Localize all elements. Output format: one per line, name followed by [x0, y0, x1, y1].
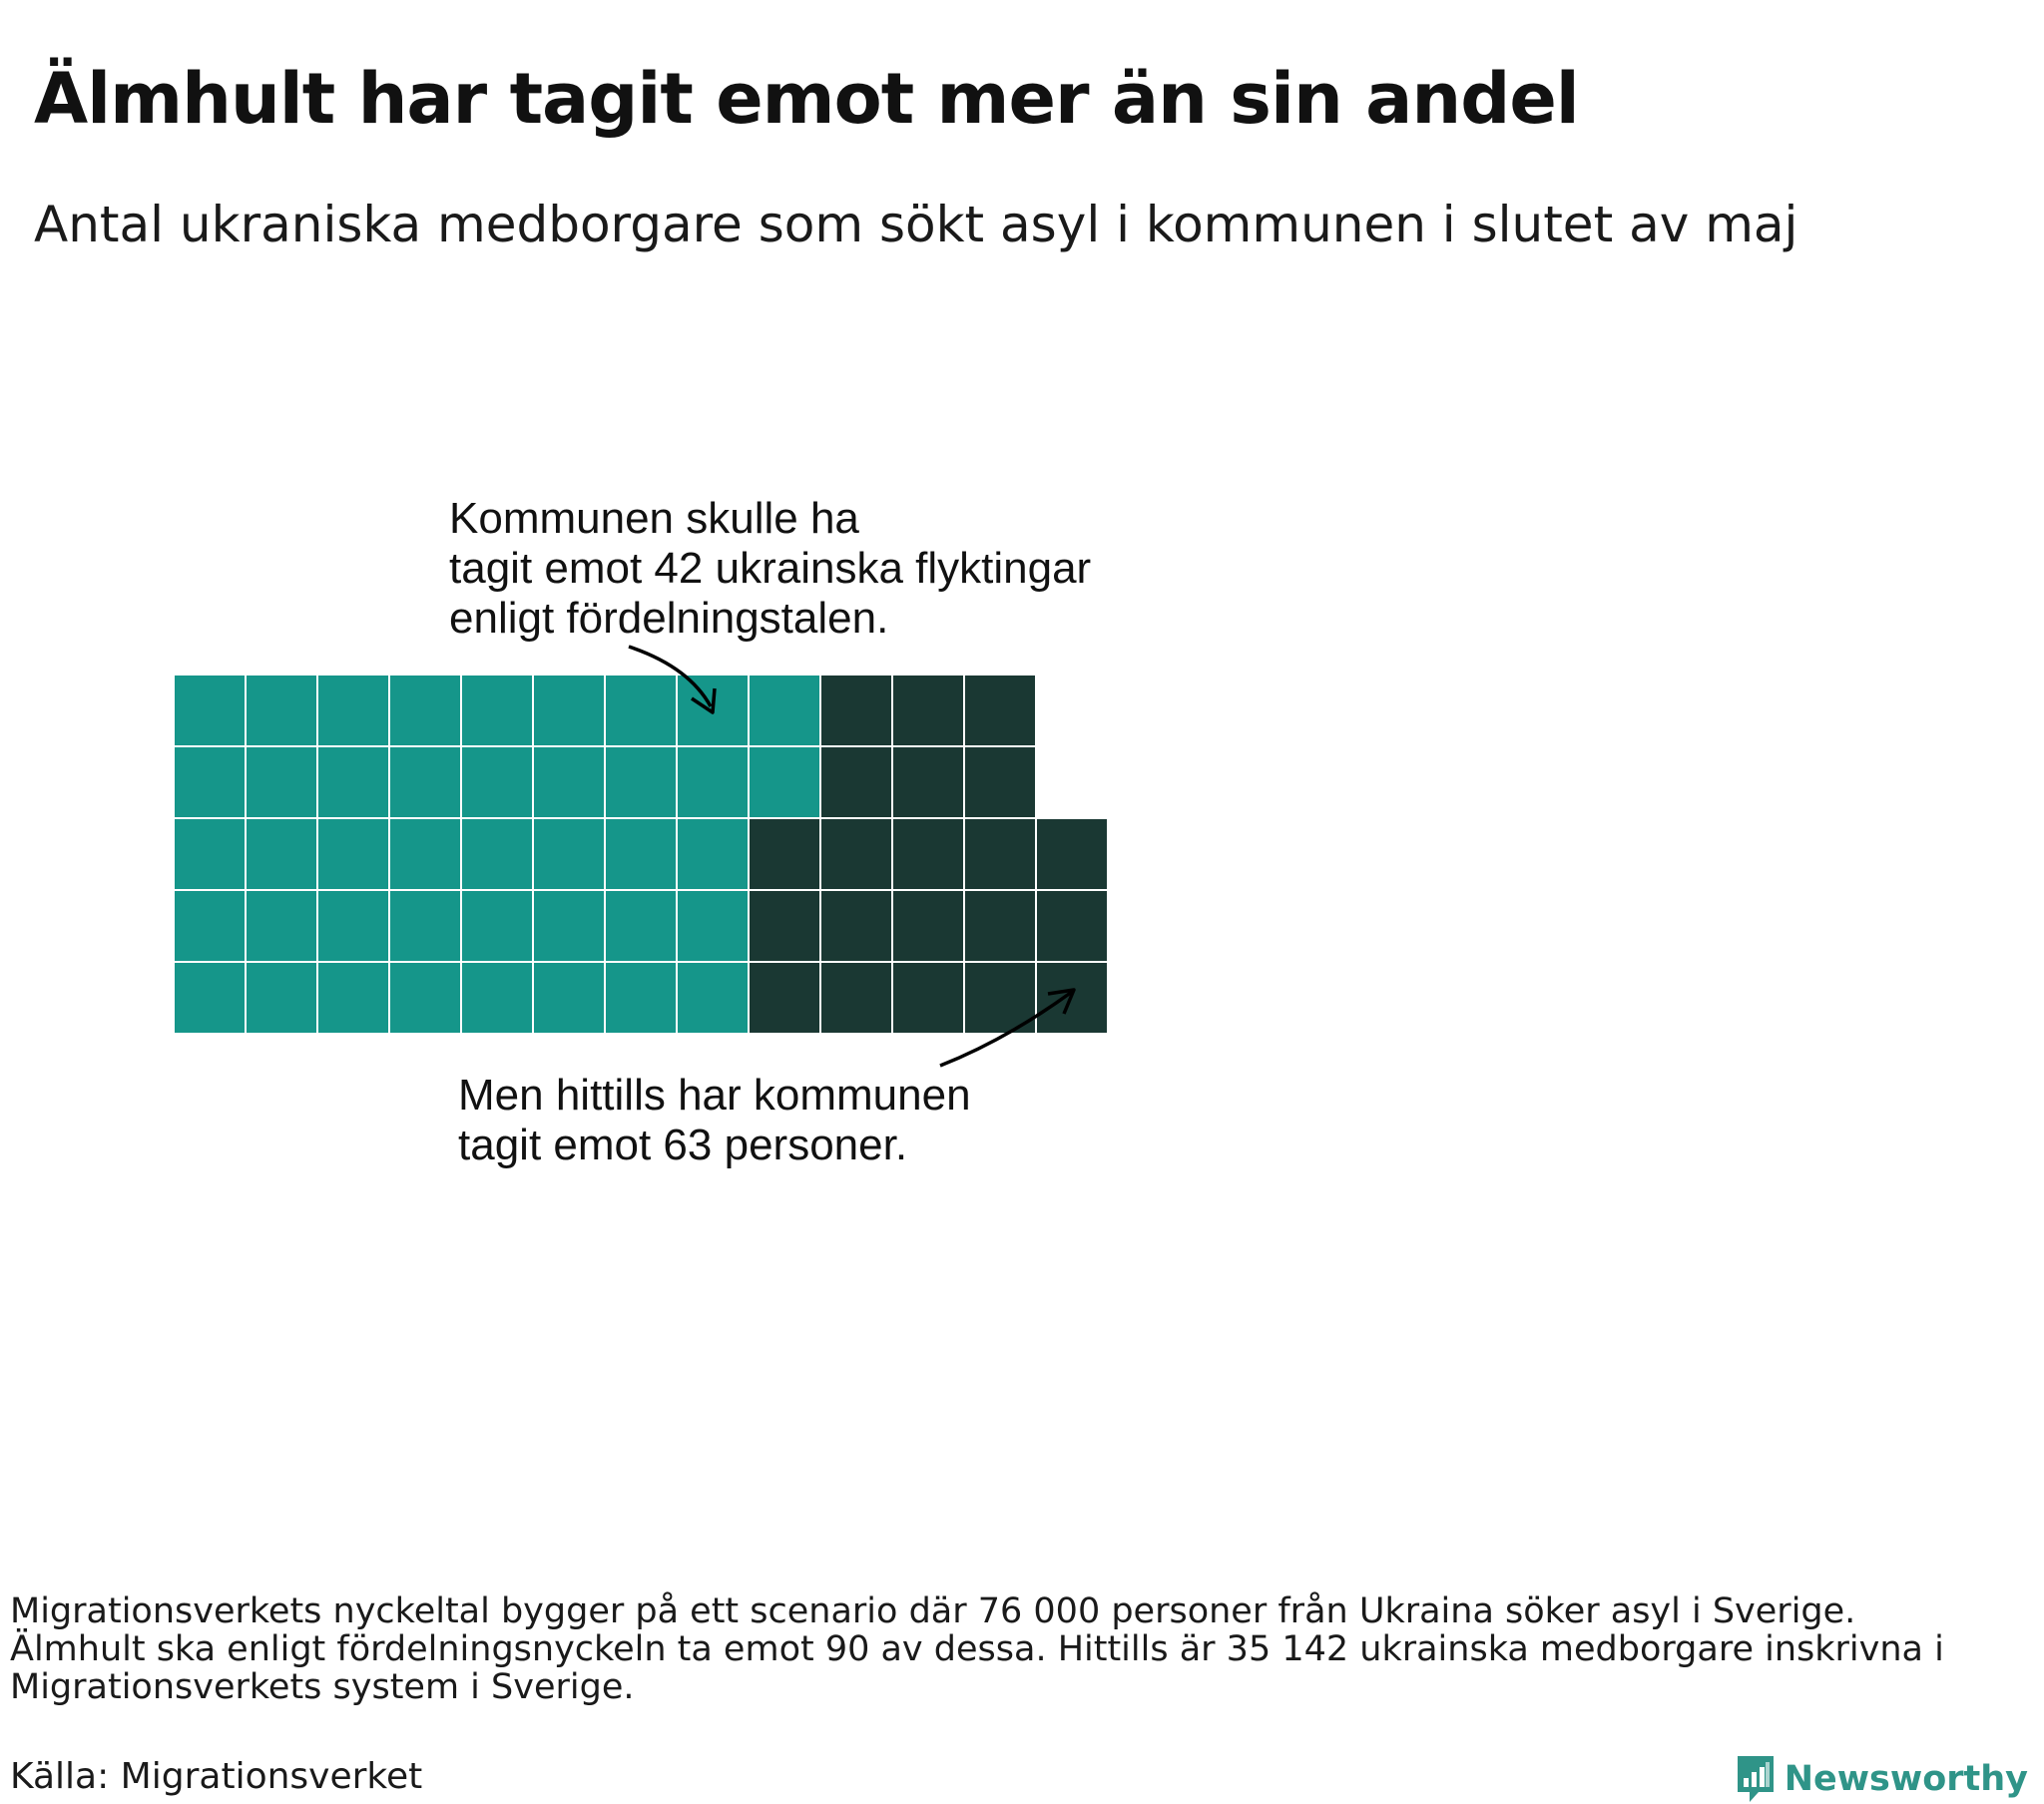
waffle-cell-expected — [532, 817, 606, 891]
newsworthy-logo-icon — [1737, 1756, 1774, 1802]
waffle-cell-actual — [963, 745, 1037, 819]
waffle-cell-expected — [676, 745, 750, 819]
annotation-expected-arrowhead — [691, 687, 717, 714]
annotation-expected-line: enligt fördelningstalen. — [449, 594, 888, 643]
waffle-cell-actual — [891, 745, 965, 819]
footnote-line: Migrationsverkets system i Sverige. — [10, 1667, 635, 1707]
waffle-cell-actual — [819, 889, 893, 963]
waffle-cell-expected — [460, 674, 534, 747]
waffle-cell-expected — [173, 674, 247, 747]
waffle-cell-expected — [532, 745, 606, 819]
annotation-actual-arrow — [939, 990, 1074, 1068]
waffle-cell-expected — [460, 889, 534, 963]
waffle-cell-expected — [245, 961, 318, 1035]
waffle-cell-actual — [1035, 817, 1109, 891]
brand-name: Newsworthy — [1784, 1759, 2028, 1799]
waffle-cell-expected — [388, 817, 462, 891]
waffle-cell-expected — [604, 961, 678, 1035]
waffle-cell-expected — [604, 745, 678, 819]
waffle-cell-expected — [676, 817, 750, 891]
waffle-cell-expected — [748, 745, 821, 819]
annotation-expected-line: Kommunen skulle ha — [449, 494, 859, 543]
waffle-cell-actual — [819, 961, 893, 1035]
waffle-cell-expected — [245, 889, 318, 963]
source-credit: Källa: Migrationsverket — [10, 1756, 423, 1797]
waffle-cell-actual — [891, 961, 965, 1035]
waffle-cell-expected — [316, 889, 390, 963]
annotation-expected-line: tagit emot 42 ukrainska flyktingar — [449, 544, 1091, 593]
waffle-cell-expected — [460, 961, 534, 1035]
waffle-cell-expected — [173, 889, 247, 963]
annotation-actual-arrowhead — [1047, 988, 1076, 1015]
waffle-cell-expected — [460, 817, 534, 891]
waffle-cell-actual — [891, 817, 965, 891]
waffle-cell-expected — [245, 674, 318, 747]
footnote: Migrationsverkets nyckeltal bygger på et… — [10, 1592, 2006, 1706]
chart-subtitle: Antal ukraniska medborgare som sökt asyl… — [34, 196, 1798, 253]
waffle-cell-expected — [388, 889, 462, 963]
waffle-cell-actual — [819, 817, 893, 891]
waffle-cell-expected — [604, 817, 678, 891]
waffle-cell-expected — [532, 674, 606, 747]
waffle-cell-actual — [891, 889, 965, 963]
footnote-line: Älmhult ska enligt fördelningsnyckeln ta… — [10, 1629, 1944, 1669]
waffle-cell-expected — [316, 961, 390, 1035]
waffle-cell-actual — [891, 674, 965, 747]
waffle-grid — [173, 674, 1109, 1035]
waffle-cell-expected — [173, 817, 247, 891]
waffle-cell-actual — [963, 817, 1037, 891]
waffle-cell-expected — [748, 674, 821, 747]
waffle-chart: Kommunen skulle ha tagit emot 42 ukrains… — [173, 494, 1109, 1169]
chart-title: Älmhult har tagit emot mer än sin andel — [34, 58, 1580, 140]
annotation-expected-arrow — [628, 645, 713, 707]
annotation-actual-line: tagit emot 63 personer. — [458, 1121, 907, 1169]
waffle-cell-expected — [316, 674, 390, 747]
waffle-cell-actual — [748, 889, 821, 963]
waffle-cell-expected — [460, 745, 534, 819]
waffle-cell-expected — [388, 745, 462, 819]
waffle-cell-expected — [604, 889, 678, 963]
waffle-cell-expected — [532, 889, 606, 963]
waffle-cell-expected — [316, 745, 390, 819]
waffle-cell-expected — [316, 817, 390, 891]
waffle-cell-actual — [819, 674, 893, 747]
waffle-cell-actual — [1035, 889, 1109, 963]
footnote-line: Migrationsverkets nyckeltal bygger på et… — [10, 1591, 1856, 1631]
annotation-actual: Men hittills har kommunen tagit emot 63 … — [458, 1071, 983, 1169]
waffle-cell-expected — [676, 889, 750, 963]
waffle-cell-expected — [388, 961, 462, 1035]
annotation-actual-line: Men hittills har kommunen — [458, 1071, 971, 1120]
waffle-cell-actual — [748, 817, 821, 891]
brand-logo: Newsworthy — [1735, 1754, 2028, 1804]
waffle-cell-expected — [676, 961, 750, 1035]
annotation-expected: Kommunen skulle ha tagit emot 42 ukrains… — [449, 494, 1103, 643]
waffle-cell-expected — [173, 745, 247, 819]
waffle-cell-expected — [388, 674, 462, 747]
waffle-cell-actual — [963, 674, 1037, 747]
waffle-cell-expected — [532, 961, 606, 1035]
waffle-cell-actual — [748, 961, 821, 1035]
waffle-cell-actual — [819, 745, 893, 819]
waffle-cell-expected — [245, 745, 318, 819]
waffle-cell-expected — [245, 817, 318, 891]
waffle-cell-expected — [604, 674, 678, 747]
waffle-cell-expected — [173, 961, 247, 1035]
waffle-cell-actual — [963, 889, 1037, 963]
